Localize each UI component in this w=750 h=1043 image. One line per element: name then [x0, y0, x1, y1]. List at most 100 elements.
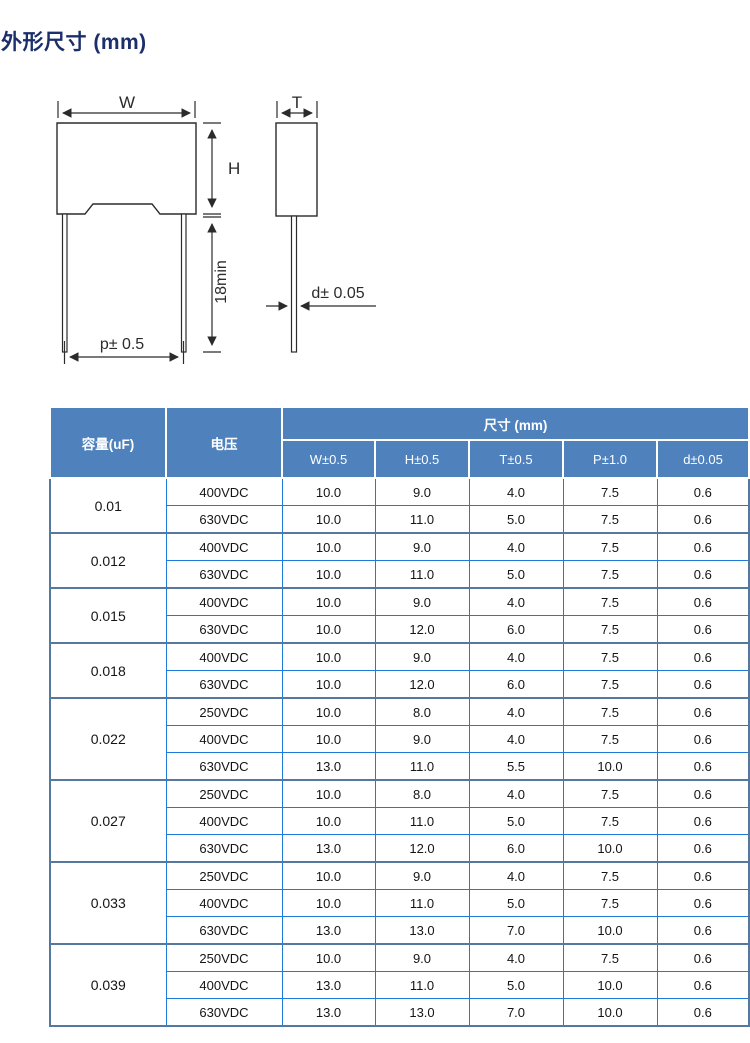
value-cell: 4.0	[468, 642, 564, 671]
capacity-cell: 0.018	[49, 642, 167, 699]
dimensions-table: 容量(uF) 电压 尺寸 (mm) W±0.5 H±0.5 T±0.5 P±1.…	[49, 406, 750, 1027]
dim-h	[203, 122, 221, 215]
value-cell: 13.0	[281, 971, 376, 999]
value-cell: 0.6	[656, 505, 750, 534]
value-cell: 11.0	[374, 752, 470, 781]
table-row: 400VDC 10.0 11.0 5.0 7.5 0.6	[50, 889, 750, 917]
value-cell: 4.0	[468, 532, 564, 561]
header-capacity: 容量(uF)	[49, 406, 167, 479]
dim-w-label: W	[119, 93, 135, 112]
voltage-cell: 250VDC	[165, 779, 283, 808]
value-cell: 7.0	[468, 998, 564, 1027]
value-cell: 13.0	[281, 916, 376, 945]
value-cell: 13.0	[374, 998, 470, 1027]
value-cell: 5.0	[468, 807, 564, 835]
table-row: 400VDC 10.0 11.0 5.0 7.5 0.6	[50, 807, 750, 835]
voltage-cell: 630VDC	[165, 752, 283, 781]
value-cell: 0.6	[656, 532, 750, 561]
value-cell: 5.0	[468, 889, 564, 917]
value-cell: 7.5	[562, 697, 658, 726]
value-cell: 7.5	[562, 615, 658, 644]
dim-t	[276, 101, 318, 118]
table-row: 630VDC 13.0 13.0 7.0 10.0 0.6	[50, 998, 750, 1027]
table-row: 630VDC 10.0 11.0 5.0 7.5 0.6	[50, 560, 750, 589]
capacity-cell: 0.012	[49, 532, 167, 589]
value-cell: 7.5	[562, 861, 658, 890]
value-cell: 9.0	[374, 861, 470, 890]
value-cell: 8.0	[374, 697, 470, 726]
value-cell: 0.6	[656, 477, 750, 506]
value-cell: 10.0	[562, 998, 658, 1027]
dim-h-label: H	[228, 159, 240, 178]
value-cell: 13.0	[281, 834, 376, 863]
value-cell: 9.0	[374, 532, 470, 561]
voltage-cell: 400VDC	[165, 807, 283, 835]
value-cell: 5.5	[468, 752, 564, 781]
table-row: 0.012 400VDC 10.0 9.0 4.0 7.5 0.6	[49, 532, 750, 589]
value-cell: 11.0	[374, 505, 470, 534]
value-cell: 11.0	[374, 971, 470, 999]
value-cell: 12.0	[374, 670, 470, 699]
value-cell: 5.0	[468, 560, 564, 589]
voltage-cell: 400VDC	[165, 587, 283, 616]
page-title: 外形尺寸 (mm)	[1, 31, 147, 54]
value-cell: 10.0	[562, 752, 658, 781]
table-header: 容量(uF) 电压 尺寸 (mm) W±0.5 H±0.5 T±0.5 P±1.…	[49, 406, 750, 479]
header-dim-p: P±1.0	[562, 439, 658, 479]
voltage-cell: 400VDC	[165, 642, 283, 671]
value-cell: 4.0	[468, 477, 564, 506]
voltage-cell: 400VDC	[165, 532, 283, 561]
value-cell: 7.5	[562, 807, 658, 835]
value-cell: 4.0	[468, 861, 564, 890]
value-cell: 9.0	[374, 642, 470, 671]
header-voltage: 电压	[165, 406, 283, 479]
value-cell: 10.0	[281, 725, 376, 753]
table-row: 0.015 400VDC 10.0 9.0 4.0 7.5 0.6	[49, 587, 750, 644]
value-cell: 7.5	[562, 642, 658, 671]
header-dim-w: W±0.5	[281, 439, 376, 479]
value-cell: 0.6	[656, 725, 750, 753]
value-cell: 7.5	[562, 532, 658, 561]
side-body	[275, 122, 318, 217]
value-cell: 4.0	[468, 725, 564, 753]
value-cell: 10.0	[281, 477, 376, 506]
table-row: 400VDC 13.0 11.0 5.0 10.0 0.6	[50, 971, 750, 999]
value-cell: 10.0	[281, 670, 376, 699]
value-cell: 7.5	[562, 477, 658, 506]
value-cell: 0.6	[656, 889, 750, 917]
value-cell: 13.0	[281, 752, 376, 781]
value-cell: 7.5	[562, 943, 658, 972]
table-row: 630VDC 13.0 11.0 5.5 10.0 0.6	[50, 752, 750, 781]
table-row: 0.01 400VDC 10.0 9.0 4.0 7.5 0.6	[49, 477, 750, 534]
value-cell: 0.6	[656, 560, 750, 589]
dim-lead-length	[203, 216, 221, 353]
value-cell: 0.6	[656, 779, 750, 808]
value-cell: 10.0	[281, 505, 376, 534]
table-row: 630VDC 10.0 12.0 6.0 7.5 0.6	[50, 670, 750, 699]
front-lead-right	[180, 213, 187, 353]
dim-t-label: T	[292, 93, 302, 112]
table-row: 0.018 400VDC 10.0 9.0 4.0 7.5 0.6	[49, 642, 750, 699]
voltage-cell: 400VDC	[165, 971, 283, 999]
voltage-cell: 400VDC	[165, 889, 283, 917]
value-cell: 10.0	[281, 779, 376, 808]
front-view	[56, 122, 197, 353]
value-cell: 10.0	[281, 642, 376, 671]
value-cell: 8.0	[374, 779, 470, 808]
capacity-cell: 0.027	[49, 779, 167, 863]
value-cell: 0.6	[656, 916, 750, 945]
value-cell: 7.5	[562, 889, 658, 917]
voltage-cell: 630VDC	[165, 834, 283, 863]
dim-pitch-label: p± 0.5	[100, 336, 144, 353]
voltage-cell: 630VDC	[165, 916, 283, 945]
value-cell: 12.0	[374, 615, 470, 644]
value-cell: 6.0	[468, 615, 564, 644]
value-cell: 13.0	[374, 916, 470, 945]
value-cell: 7.5	[562, 587, 658, 616]
value-cell: 7.5	[562, 725, 658, 753]
value-cell: 0.6	[656, 642, 750, 671]
capacity-cell: 0.022	[49, 697, 167, 781]
value-cell: 0.6	[656, 697, 750, 726]
value-cell: 10.0	[281, 615, 376, 644]
voltage-cell: 630VDC	[165, 998, 283, 1027]
